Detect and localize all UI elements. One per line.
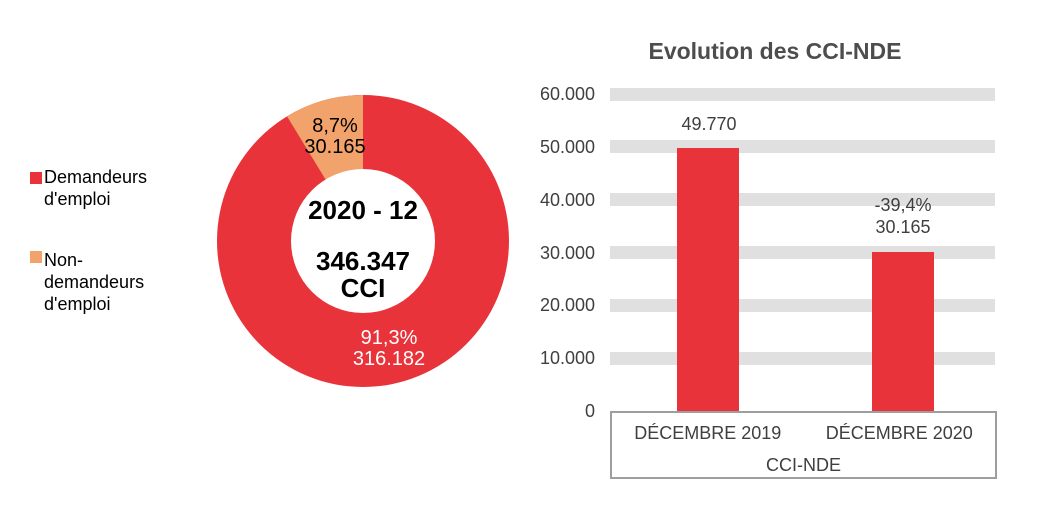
gridline-band xyxy=(610,351,995,365)
bar-chart-title: Evolution des CCI-NDE xyxy=(648,38,902,64)
donut-center-unit: CCI xyxy=(340,273,386,303)
category-axis-box: DÉCEMBRE 2019 DÉCEMBRE 2020 CCI-NDE xyxy=(610,411,997,479)
y-axis-label: 40.000 xyxy=(539,189,595,210)
legend-label-non-demandeurs: Non-demandeurs d'emploi xyxy=(44,250,145,314)
legend-label-demandeurs: Demandeurs d'emploi xyxy=(44,167,148,209)
donut-chart xyxy=(217,95,509,387)
bar-data-label-2020: -39,4% 30.165 xyxy=(848,194,958,238)
donut-center-period: 2020 - 12 xyxy=(308,195,418,225)
donut-center-total: 346.347 xyxy=(316,246,410,276)
bar-decembre-2019 xyxy=(677,148,739,411)
y-axis-label: 0 xyxy=(584,401,595,421)
legend-swatch-demandeurs xyxy=(30,172,42,184)
category-label-decembre-2020: DÉCEMBRE 2020 xyxy=(825,423,973,443)
bar-delta: -39,4% xyxy=(874,195,932,215)
gridline-band xyxy=(610,246,995,259)
gridline-band xyxy=(610,140,995,154)
bar-value: 30.165 xyxy=(875,217,931,237)
slice-value: 30.165 xyxy=(304,136,366,158)
bar-decembre-2020 xyxy=(872,251,934,411)
slice-value: 316.182 xyxy=(352,348,426,370)
axis-group-label: CCI-NDE xyxy=(766,455,841,475)
spacer xyxy=(273,224,453,248)
gridline-band xyxy=(610,87,995,101)
donut-center-text: 2020 - 12 346.347 CCI xyxy=(273,197,453,302)
y-axis-label: 20.000 xyxy=(539,295,595,316)
bar-data-label-2019: 49.770 xyxy=(654,113,764,135)
slice-pct: 8,7% xyxy=(312,115,358,137)
donut-slice-label-demandeurs: 91,3% 316.182 xyxy=(319,328,459,370)
slice-pct: 91,3% xyxy=(360,327,418,349)
donut-slice-label-non-demandeurs: 8,7% 30.165 xyxy=(270,116,400,158)
legend-swatch-non-demandeurs xyxy=(30,251,42,263)
gridline-band xyxy=(610,298,995,312)
category-label-decembre-2019: DÉCEMBRE 2019 xyxy=(634,423,782,443)
y-axis-label: 50.000 xyxy=(539,136,595,157)
y-axis-label: 60.000 xyxy=(539,84,595,104)
y-axis-label: 30.000 xyxy=(539,242,595,263)
bar-value: 49.770 xyxy=(681,114,737,134)
category-row: DÉCEMBRE 2019 DÉCEMBRE 2020 xyxy=(612,422,995,444)
donut-hole xyxy=(291,169,435,313)
y-axis-label: 10.000 xyxy=(539,348,595,369)
